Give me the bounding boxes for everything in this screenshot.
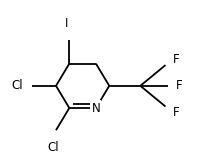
Text: I: I <box>65 17 68 30</box>
Text: F: F <box>173 106 180 119</box>
Text: Cl: Cl <box>47 141 59 154</box>
Text: F: F <box>176 79 182 92</box>
Text: Cl: Cl <box>12 79 24 92</box>
Text: N: N <box>92 102 100 115</box>
Text: F: F <box>173 53 180 66</box>
